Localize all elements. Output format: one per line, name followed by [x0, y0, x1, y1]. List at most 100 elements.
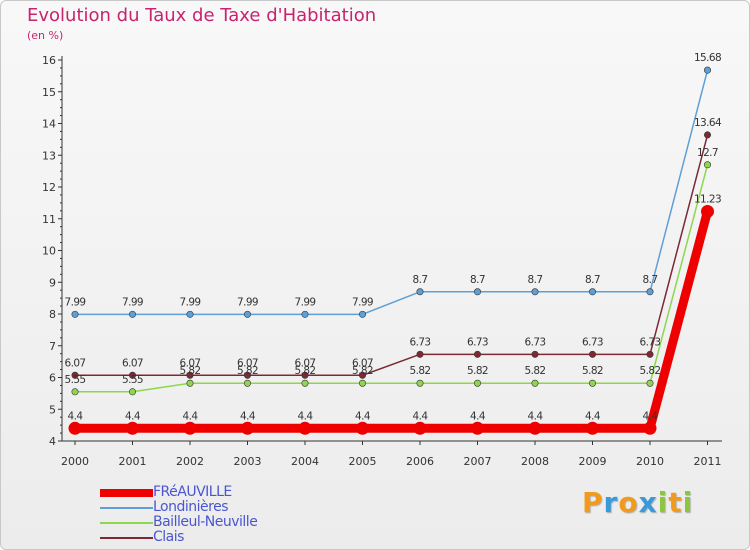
data-label-londinieres: 7.99	[122, 296, 143, 308]
data-label-bailleul-neuville: 12.7	[697, 147, 718, 159]
data-label-bailleul-neuville: 5.82	[525, 365, 546, 377]
data-point-bailleul-neuville	[244, 379, 252, 387]
data-label-clais: 6.07	[295, 357, 316, 369]
logo-letter: o	[618, 486, 639, 519]
data-label-freauville: 4.4	[413, 410, 429, 422]
proxiti-logo: Proxiti	[582, 486, 693, 519]
y-tick-label: 16	[42, 54, 56, 67]
legend-swatch	[100, 489, 153, 497]
y-tick-label: 13	[42, 149, 56, 162]
y-tick-label: 5	[49, 403, 56, 416]
data-label-clais: 6.73	[640, 336, 661, 348]
data-point-freauville	[413, 421, 427, 435]
data-label-londinieres: 7.99	[352, 296, 373, 308]
x-tick-label: 2006	[406, 455, 434, 468]
data-point-clais	[531, 350, 539, 358]
data-point-bailleul-neuville	[588, 379, 596, 387]
data-label-londinieres: 8.7	[643, 274, 658, 286]
series-line-bailleul-neuville	[75, 164, 709, 393]
data-point-bailleul-neuville	[71, 388, 79, 396]
data-label-londinieres: 7.99	[65, 296, 86, 308]
data-point-londinieres	[129, 310, 137, 318]
data-label-freauville: 4.4	[298, 410, 314, 422]
data-label-londinieres: 7.99	[295, 296, 316, 308]
data-label-freauville: 4.4	[240, 410, 256, 422]
x-tick-label: 2010	[636, 455, 664, 468]
y-tick-label: 6	[49, 372, 56, 385]
data-point-clais	[646, 350, 654, 358]
legend-label: Bailleul-Neuville	[153, 514, 258, 530]
data-point-clais	[358, 371, 366, 379]
data-label-londinieres: 8.7	[528, 274, 543, 286]
data-point-freauville	[241, 421, 254, 435]
data-label-londinieres: 8.7	[470, 274, 485, 286]
data-label-londinieres: 15.68	[694, 52, 721, 64]
data-label-londinieres: 7.99	[180, 296, 201, 308]
data-label-bailleul-neuville: 5.55	[65, 374, 86, 386]
data-point-clais	[588, 350, 596, 358]
data-point-clais	[244, 371, 252, 379]
x-tick-label: 2004	[291, 455, 319, 468]
data-label-clais: 6.73	[582, 336, 603, 348]
y-tick-label: 4	[49, 435, 56, 448]
data-point-londinieres	[588, 288, 596, 296]
data-point-londinieres	[71, 310, 79, 318]
data-point-freauville	[586, 421, 599, 435]
data-label-freauville: 4.4	[125, 410, 141, 422]
data-label-bailleul-neuville: 5.82	[582, 365, 603, 377]
data-label-clais: 6.07	[122, 357, 143, 369]
x-tick-label: 2003	[234, 455, 262, 468]
logo-letter: r	[603, 486, 619, 519]
data-point-londinieres	[703, 66, 711, 74]
chart-title: Evolution du Taux de Taxe d'Habitation	[27, 5, 377, 26]
data-label-clais: 6.07	[65, 357, 86, 369]
data-label-clais: 6.07	[180, 357, 201, 369]
legend-label: Londinières	[153, 499, 229, 515]
legend-swatch	[100, 537, 153, 539]
data-label-freauville: 4.4	[355, 410, 371, 422]
data-label-bailleul-neuville: 5.82	[467, 365, 488, 377]
logo-letter: i	[682, 486, 694, 519]
logo-letter: P	[582, 486, 604, 519]
data-point-londinieres	[358, 310, 366, 318]
data-label-bailleul-neuville: 5.82	[295, 365, 316, 377]
x-tick-label: 2011	[694, 455, 722, 468]
x-tick-label: 2000	[61, 455, 89, 468]
data-label-clais: 6.07	[352, 357, 373, 369]
data-point-freauville	[471, 421, 484, 435]
series-line-londinieres	[75, 69, 709, 316]
data-point-londinieres	[531, 288, 539, 296]
legend-label: Clais	[153, 529, 184, 545]
y-tick-label: 14	[42, 118, 56, 131]
data-label-freauville: 4.4	[585, 410, 601, 422]
data-label-clais: 13.64	[694, 117, 722, 129]
data-label-freauville: 4.4	[528, 410, 544, 422]
data-point-freauville	[298, 421, 312, 435]
data-point-londinieres	[186, 310, 194, 318]
data-point-clais	[301, 371, 309, 379]
x-tick-label: 2009	[579, 455, 607, 468]
data-label-bailleul-neuville: 5.82	[180, 365, 201, 377]
data-label-clais: 6.07	[237, 357, 258, 369]
y-tick-label: 9	[49, 276, 56, 289]
logo-letter: t	[668, 486, 683, 519]
data-point-bailleul-neuville	[703, 161, 711, 169]
data-label-clais: 6.73	[410, 336, 431, 348]
logo-letter: i	[657, 486, 669, 519]
data-point-freauville	[68, 421, 82, 435]
y-tick-label: 10	[42, 245, 56, 258]
data-label-londinieres: 8.7	[413, 274, 428, 286]
data-point-freauville	[183, 421, 197, 435]
data-label-freauville: 11.23	[694, 193, 721, 205]
data-point-bailleul-neuville	[416, 379, 424, 387]
legend-swatch	[100, 522, 153, 524]
data-point-clais	[416, 350, 424, 358]
data-point-bailleul-neuville	[473, 379, 481, 387]
data-label-bailleul-neuville: 5.82	[237, 365, 258, 377]
data-point-londinieres	[416, 288, 424, 296]
data-point-freauville	[701, 204, 714, 218]
data-point-bailleul-neuville	[186, 379, 194, 387]
x-tick-label: 2008	[521, 455, 549, 468]
y-tick-label: 11	[42, 213, 56, 226]
